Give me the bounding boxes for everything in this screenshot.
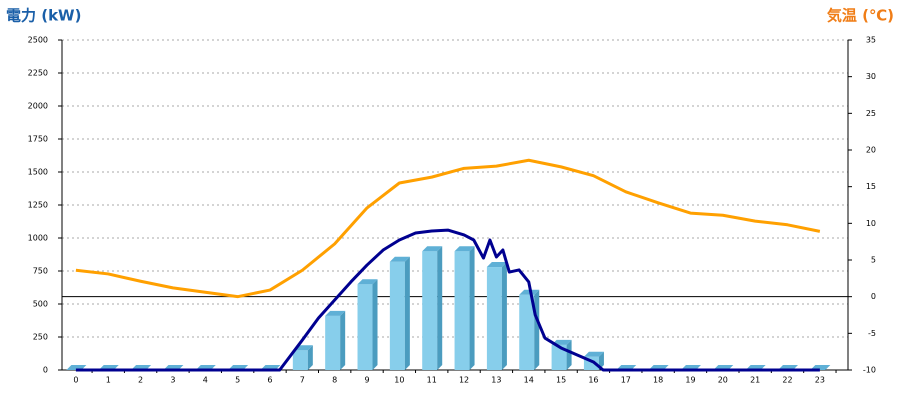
- y-tick-label: 2250: [28, 69, 48, 78]
- bar-top: [583, 351, 604, 357]
- y-tick-label: 1250: [28, 201, 48, 210]
- y-axis-title: 電力 (kW): [6, 7, 81, 25]
- bar: [422, 246, 443, 370]
- y-tick-label: 2000: [28, 102, 48, 111]
- bar-side: [340, 310, 346, 370]
- y-tick-label: 1500: [28, 168, 48, 177]
- y2-tick-label: 25: [866, 109, 876, 118]
- y-tick-label: 0: [43, 366, 48, 375]
- x-tick-label: 2: [138, 376, 143, 385]
- x-tick-label: 5: [235, 376, 240, 385]
- y2-tick-label: 0: [871, 292, 876, 301]
- y2-tick-label: 10: [866, 219, 876, 228]
- x-tick-label: 23: [815, 376, 825, 385]
- bar-top: [357, 279, 378, 285]
- bar: [519, 289, 540, 370]
- bar-top: [454, 246, 475, 252]
- x-tick-label: 18: [653, 376, 663, 385]
- bar: [583, 351, 604, 370]
- x-tick-label: 12: [459, 376, 469, 385]
- bar-side: [469, 246, 475, 370]
- line: [75, 228, 820, 372]
- y-tick-label: 250: [33, 333, 48, 342]
- y-tick-label: 1750: [28, 135, 48, 144]
- x-tick-label: 0: [73, 376, 78, 385]
- y2-tick-label: -10: [863, 366, 876, 375]
- bar-top: [422, 246, 443, 252]
- x-tick-label: 4: [203, 376, 208, 385]
- y2-tick-label: 20: [866, 146, 876, 155]
- y2-tick-label: 5: [871, 256, 876, 265]
- bar: [389, 256, 410, 370]
- x-tick-label: 17: [621, 376, 631, 385]
- x-tick-label: 8: [332, 376, 337, 385]
- x-tick-label: 11: [427, 376, 437, 385]
- y2-tick-label: 15: [866, 182, 876, 191]
- x-tick-label: 19: [685, 376, 695, 385]
- bar-side: [437, 246, 443, 370]
- x-tick-label: 22: [782, 376, 792, 385]
- bar: [486, 262, 507, 370]
- x-tick-label: 9: [364, 376, 369, 385]
- bar: [551, 339, 572, 370]
- y-tick-label: 2500: [28, 36, 48, 45]
- bar-front: [551, 344, 567, 370]
- bar-side: [501, 262, 507, 370]
- x-tick-label: 21: [750, 376, 760, 385]
- bar-side: [534, 289, 540, 370]
- y-tick-label: 500: [33, 300, 48, 309]
- bar-front: [422, 251, 438, 370]
- bar-front: [519, 294, 535, 370]
- x-tick-label: 1: [106, 376, 111, 385]
- x-tick-label: 14: [524, 376, 534, 385]
- line: [75, 158, 821, 299]
- bar-front: [454, 251, 470, 370]
- bar: [325, 310, 346, 370]
- bar-side: [598, 351, 604, 370]
- y2-tick-label: -5: [868, 329, 876, 338]
- bar-side: [307, 345, 313, 370]
- x-tick-label: 16: [588, 376, 598, 385]
- y-tick-label: 750: [33, 267, 48, 276]
- x-tick-label: 15: [556, 376, 566, 385]
- x-tick-label: 10: [394, 376, 404, 385]
- bar-front: [325, 315, 341, 370]
- bar-top: [486, 262, 507, 268]
- y2-axis-title: 気温 (℃): [827, 7, 894, 25]
- bar-front: [486, 267, 502, 370]
- bar-side: [372, 279, 378, 370]
- y2-tick-label: 35: [866, 36, 876, 45]
- bar-top: [389, 256, 410, 262]
- bar-side: [404, 256, 410, 370]
- bar-front: [292, 350, 308, 370]
- bar-side: [566, 339, 572, 370]
- x-tick-label: 7: [300, 376, 305, 385]
- x-tick-label: 13: [491, 376, 501, 385]
- bar-front: [389, 261, 405, 370]
- x-tick-label: 20: [718, 376, 728, 385]
- x-tick-label: 6: [267, 376, 272, 385]
- bar-top: [325, 310, 346, 316]
- x-tick-label: 3: [170, 376, 175, 385]
- bar: [357, 279, 378, 370]
- bar-front: [357, 284, 373, 370]
- y2-tick-label: 30: [866, 72, 876, 81]
- bar: [454, 246, 475, 370]
- y-tick-label: 1000: [28, 234, 48, 243]
